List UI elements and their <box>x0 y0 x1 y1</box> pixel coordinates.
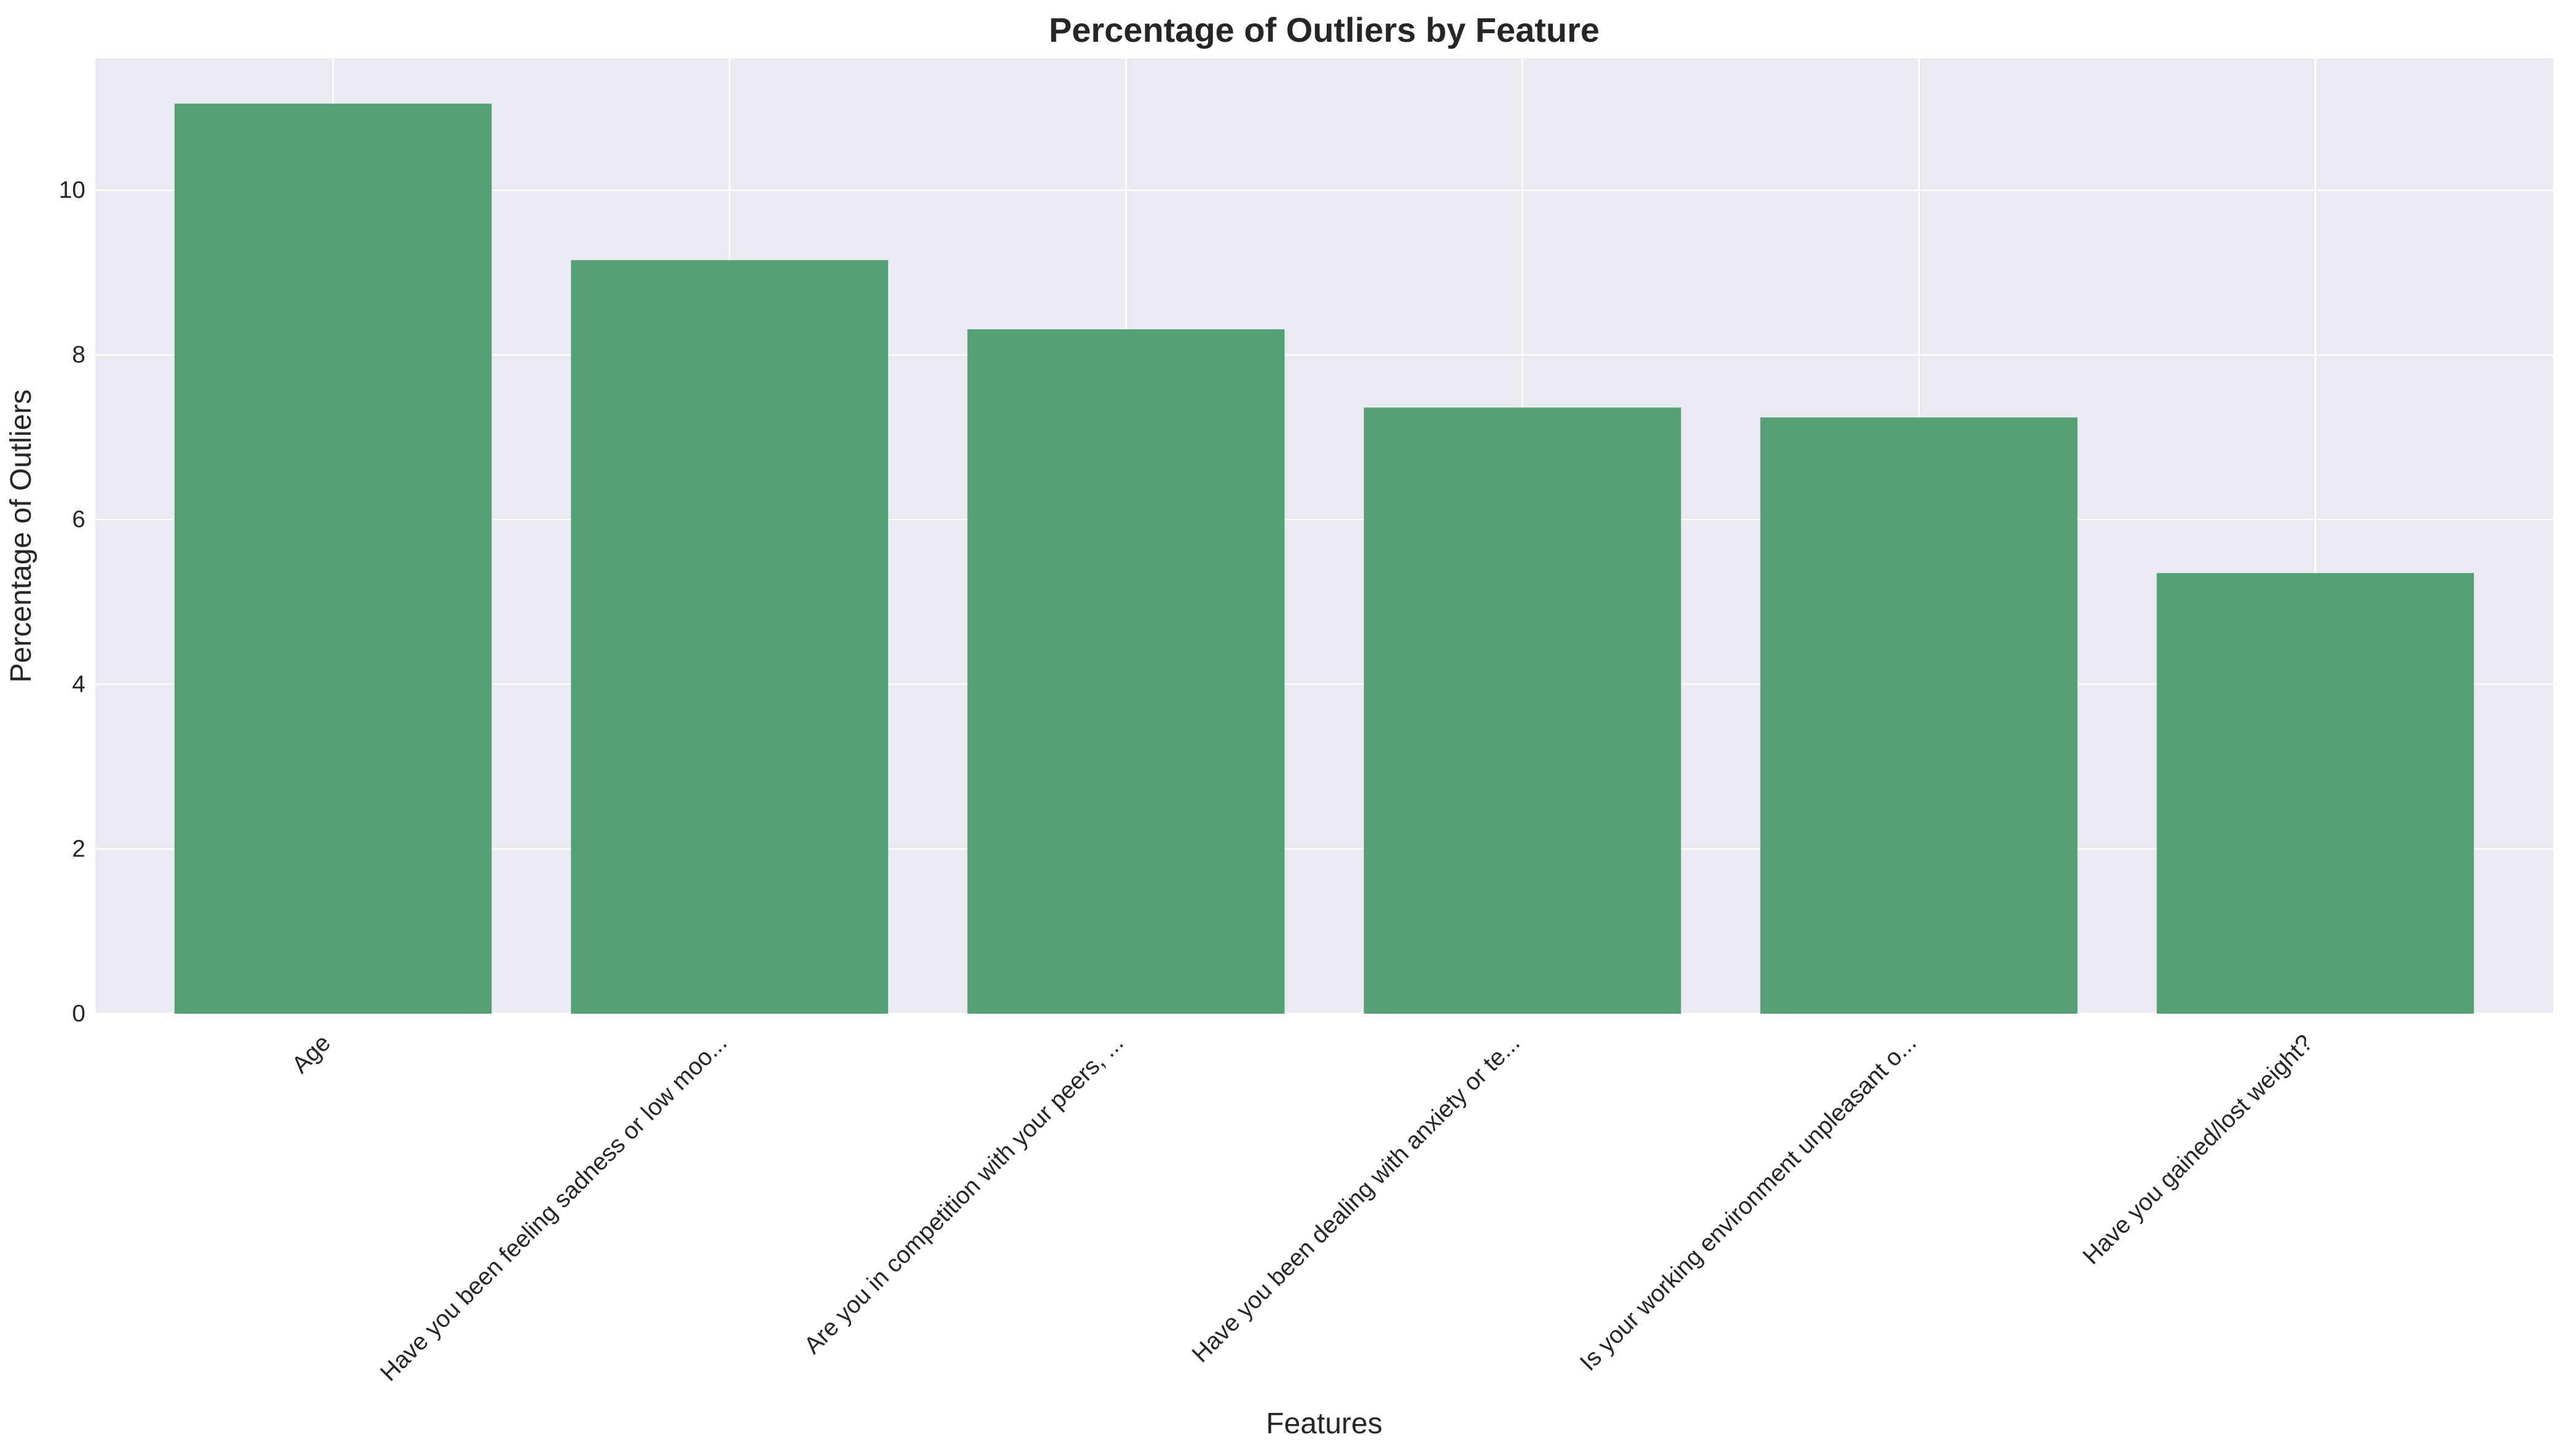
y-axis-label: Percentage of Outliers <box>5 389 37 683</box>
y-tick-label: 10 <box>59 177 85 203</box>
x-tick-label: Have you been feeling sadness or low moo… <box>375 1030 732 1387</box>
y-tick-label: 0 <box>72 1001 85 1027</box>
bars <box>175 103 2474 1014</box>
bar <box>1364 407 1681 1014</box>
y-tick-label: 2 <box>72 836 85 862</box>
bar <box>175 103 492 1014</box>
x-tick-label: Age <box>287 1030 336 1078</box>
x-tick-label: Have you gained/lost weight? <box>2078 1030 2318 1270</box>
y-tick-label: 8 <box>72 342 85 368</box>
x-axis-label: Features <box>1266 1407 1382 1440</box>
x-tick-label: Is your working environment unpleasant o… <box>1575 1030 1921 1376</box>
bar <box>2156 573 2474 1014</box>
bar <box>967 329 1285 1014</box>
y-tick-label: 4 <box>72 671 85 697</box>
x-tick-label: Have you been dealing with anxiety or te… <box>1187 1030 1525 1368</box>
x-tick-label: Are you in competition with your peers, … <box>799 1030 1129 1359</box>
chart-title: Percentage of Outliers by Feature <box>1049 10 1599 49</box>
y-tick-label: 6 <box>72 506 85 533</box>
bar <box>571 260 889 1014</box>
y-axis-ticks: 0 2 4 6 8 10 <box>59 177 85 1027</box>
bar <box>1760 417 2078 1014</box>
x-axis-ticks: Age Have you been feeling sadness or low … <box>287 1030 2318 1387</box>
plot-area <box>95 58 2553 1014</box>
